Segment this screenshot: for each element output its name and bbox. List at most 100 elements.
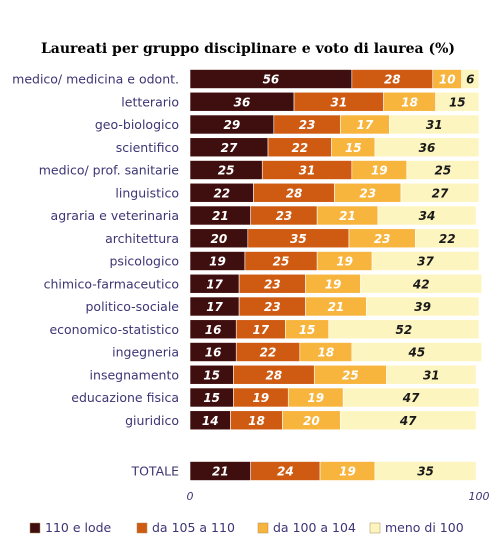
data-label-educazione-fisica-da-105-a-110: 19	[252, 391, 269, 405]
x-tick-label-100: 100	[469, 490, 490, 503]
bar-ingegneria-meno-di-100	[351, 342, 483, 362]
data-label-ingegneria-110-e-lode: 16	[205, 346, 222, 360]
data-label-letterario-da-100-a-104: 18	[401, 95, 418, 109]
data-label-chimico-farmaceutico-110-e-lode: 17	[206, 277, 223, 291]
category-label-chimico-farmaceutico: chimico-farmaceutico	[44, 276, 179, 291]
bar-medico-medicina-e-odont-meno-di-100	[461, 69, 480, 89]
category-label-insegnamento: insegnamento	[90, 367, 179, 382]
data-label-medico-prof-sanitarie-meno-di-100: 25	[435, 164, 452, 178]
data-label-linguistico-da-105-a-110: 28	[286, 186, 303, 200]
data-label-agraria-e-veterinaria-110-e-lode: 21	[212, 209, 229, 223]
bar-economico-statistico-meno-di-100	[328, 319, 480, 340]
bar-medico-prof-sanitarie-meno-di-100	[406, 160, 480, 180]
x-tick-label-0: 0	[187, 490, 194, 503]
data-label-architettura-da-100-a-104: 23	[374, 232, 391, 246]
category-label-letterario: letterario	[121, 94, 179, 109]
data-label-ingegneria-da-105-a-110: 22	[260, 346, 277, 360]
data-label-economico-statistico-110-e-lode: 16	[205, 323, 222, 337]
data-label-educazione-fisica-da-100-a-104: 19	[307, 391, 324, 405]
data-label-totale-meno-di-100: 35	[417, 465, 434, 479]
data-label-insegnamento-meno-di-100: 31	[423, 368, 440, 382]
bar-linguistico-meno-di-100	[400, 182, 480, 203]
bar-psicologico-meno-di-100	[371, 251, 480, 271]
category-label-agraria-e-veterinaria: agraria e veterinaria	[51, 208, 179, 223]
data-label-politico-sociale-da-100-a-104: 21	[328, 300, 345, 314]
data-label-medico-prof-sanitarie-da-100-a-104: 19	[371, 164, 388, 178]
data-label-psicologico-110-e-lode: 19	[209, 255, 226, 269]
bar-geo-biologico-meno-di-100	[389, 114, 480, 135]
category-label-ingegneria: ingegneria	[112, 345, 179, 360]
data-label-chimico-farmaceutico-da-100-a-104: 19	[325, 277, 342, 291]
data-label-medico-medicina-e-odont-da-100-a-104: 10	[439, 73, 456, 87]
bar-agraria-e-veterinaria-meno-di-100	[377, 205, 477, 226]
bar-giuridico-meno-di-100	[339, 410, 477, 431]
legend-swatch-110-e-lode	[29, 522, 41, 534]
data-label-insegnamento-110-e-lode: 15	[203, 368, 220, 382]
legend-label-meno-di-100: meno di 100	[385, 520, 464, 535]
data-label-psicologico-da-100-a-104: 19	[336, 255, 353, 269]
data-label-geo-biologico-da-100-a-104: 17	[356, 118, 373, 132]
data-label-economico-statistico-da-105-a-110: 17	[252, 323, 269, 337]
legend-label-110-e-lode: 110 e lode	[45, 520, 112, 535]
data-label-agraria-e-veterinaria-da-105-a-110: 23	[276, 209, 293, 223]
chart-title: Laureati per gruppo disciplinare e voto …	[41, 41, 455, 57]
data-label-medico-medicina-e-odont-da-105-a-110: 28	[384, 73, 401, 87]
data-label-architettura-110-e-lode: 20	[211, 232, 228, 246]
data-label-totale-da-105-a-110: 24	[277, 465, 294, 479]
data-label-giuridico-da-100-a-104: 20	[303, 414, 320, 428]
data-label-politico-sociale-110-e-lode: 17	[206, 300, 223, 314]
data-label-medico-prof-sanitarie-110-e-lode: 25	[218, 164, 235, 178]
data-label-linguistico-meno-di-100: 27	[432, 186, 449, 200]
data-label-architettura-da-105-a-110: 35	[290, 232, 307, 246]
category-label-psicologico: psicologico	[110, 254, 180, 269]
data-label-agraria-e-veterinaria-da-100-a-104: 21	[339, 209, 356, 223]
legend-swatch-da-100-a-104	[257, 522, 269, 534]
legend-label-da-105-a-110: da 105 a 110	[152, 520, 235, 535]
data-label-giuridico-meno-di-100: 47	[399, 414, 417, 428]
data-label-ingegneria-meno-di-100: 45	[408, 346, 426, 360]
data-label-giuridico-110-e-lode: 14	[202, 414, 219, 428]
data-label-scientifico-110-e-lode: 27	[221, 141, 238, 155]
bar-architettura-meno-di-100	[415, 228, 480, 249]
data-label-economico-statistico-meno-di-100: 52	[396, 323, 413, 337]
category-label-architettura: architettura	[105, 231, 179, 246]
category-label-geo-biologico: geo-biologico	[95, 117, 179, 132]
data-label-architettura-meno-di-100: 22	[439, 232, 456, 246]
data-label-letterario-da-105-a-110: 31	[330, 95, 347, 109]
bar-letterario-meno-di-100	[435, 91, 480, 112]
data-label-geo-biologico-110-e-lode: 29	[224, 118, 241, 132]
category-label-medico-prof-sanitarie: medico/ prof. sanitarie	[39, 163, 180, 178]
data-label-psicologico-meno-di-100: 37	[417, 255, 434, 269]
category-label-giuridico: giuridico	[125, 413, 179, 428]
data-label-insegnamento-da-100-a-104: 25	[342, 368, 359, 382]
data-label-politico-sociale-da-105-a-110: 23	[264, 300, 281, 314]
category-label-scientifico: scientifico	[116, 140, 179, 155]
data-label-scientifico-da-105-a-110: 22	[291, 141, 308, 155]
category-label-economico-statistico: economico-statistico	[49, 322, 179, 337]
data-label-politico-sociale-meno-di-100: 39	[414, 300, 431, 314]
x-axis: 0 100	[187, 490, 490, 503]
legend-label-da-100-a-104: da 100 a 104	[273, 520, 356, 535]
category-label-linguistico: linguistico	[115, 185, 179, 200]
data-label-letterario-110-e-lode: 36	[234, 95, 251, 109]
legend-swatch-meno-di-100	[369, 522, 381, 534]
data-label-medico-medicina-e-odont-meno-di-100: 6	[466, 73, 474, 87]
data-label-economico-statistico-da-100-a-104: 15	[299, 323, 316, 337]
data-label-scientifico-meno-di-100: 36	[419, 141, 436, 155]
data-label-insegnamento-da-105-a-110: 28	[265, 368, 282, 382]
data-label-medico-prof-sanitarie-da-105-a-110: 31	[299, 164, 316, 178]
category-label-educazione-fisica: educazione fisica	[71, 390, 179, 405]
bar-educazione-fisica-meno-di-100	[342, 387, 480, 408]
bar-politico-sociale-meno-di-100	[365, 296, 480, 317]
category-label-politico-sociale: politico-sociale	[86, 299, 180, 314]
legend-swatch-da-105-a-110	[136, 522, 148, 534]
bar-scientifico-meno-di-100	[374, 137, 480, 158]
legend: 110 e lode da 105 a 110 da 100 a 104 meno d…	[29, 520, 464, 535]
data-label-geo-biologico-da-105-a-110: 23	[299, 118, 316, 132]
bar-chimico-farmaceutico-meno-di-100	[360, 273, 483, 294]
data-label-linguistico-110-e-lode: 22	[213, 186, 230, 200]
data-label-educazione-fisica-110-e-lode: 15	[203, 391, 220, 405]
data-label-educazione-fisica-meno-di-100: 47	[402, 391, 420, 405]
